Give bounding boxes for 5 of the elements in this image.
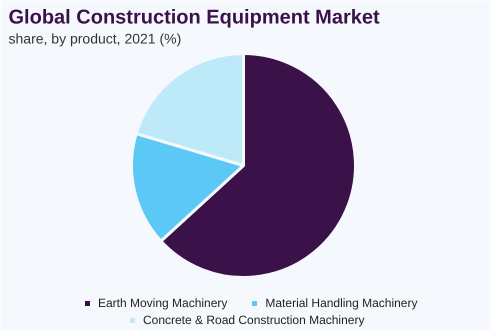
chart-subtitle: share, by product, 2021 (%): [8, 30, 182, 46]
legend-label: Material Handling Machinery: [265, 296, 418, 310]
legend-label: Earth Moving Machinery: [98, 296, 228, 310]
chart-title: Global Construction Equipment Market: [8, 6, 380, 28]
legend-label: Concrete & Road Construction Machinery: [143, 313, 364, 327]
